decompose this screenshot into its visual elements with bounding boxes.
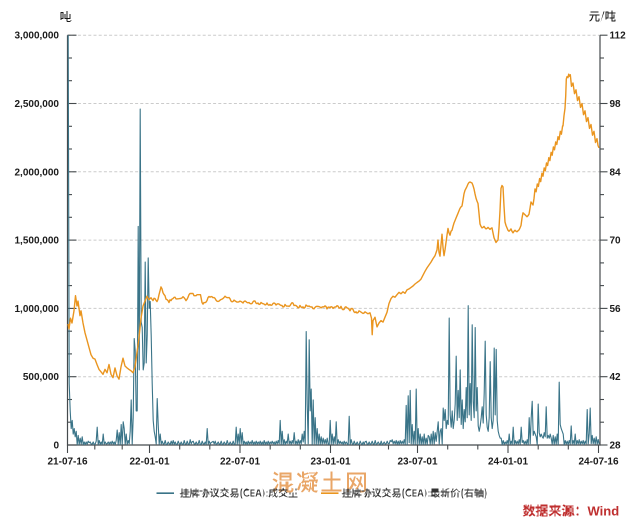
svg-text:0: 0 — [53, 441, 59, 452]
svg-text:1,500,000: 1,500,000 — [15, 236, 60, 247]
svg-text:21-07-16: 21-07-16 — [47, 456, 87, 467]
svg-text:22-07-01: 22-07-01 — [220, 456, 260, 467]
svg-text:23-07-01: 23-07-01 — [397, 456, 437, 467]
svg-text:84: 84 — [610, 167, 622, 178]
svg-text:56: 56 — [610, 304, 622, 315]
svg-text:500,000: 500,000 — [23, 372, 60, 383]
svg-text:24-01-01: 24-01-01 — [488, 456, 528, 467]
svg-text:98: 98 — [610, 99, 622, 110]
svg-text:24-07-16: 24-07-16 — [578, 456, 618, 467]
svg-text:42: 42 — [610, 372, 622, 383]
svg-text:112: 112 — [610, 31, 627, 42]
svg-text:22-01-01: 22-01-01 — [129, 456, 169, 467]
svg-text:70: 70 — [610, 236, 622, 247]
svg-text:2,000,000: 2,000,000 — [15, 167, 60, 178]
svg-text:1,000,000: 1,000,000 — [15, 304, 60, 315]
svg-text:3,000,000: 3,000,000 — [15, 31, 60, 42]
svg-text:28: 28 — [610, 441, 622, 452]
svg-text:2,500,000: 2,500,000 — [15, 99, 60, 110]
svg-text:23-01-01: 23-01-01 — [310, 456, 350, 467]
svg-text:Wind: Wind — [588, 504, 620, 519]
